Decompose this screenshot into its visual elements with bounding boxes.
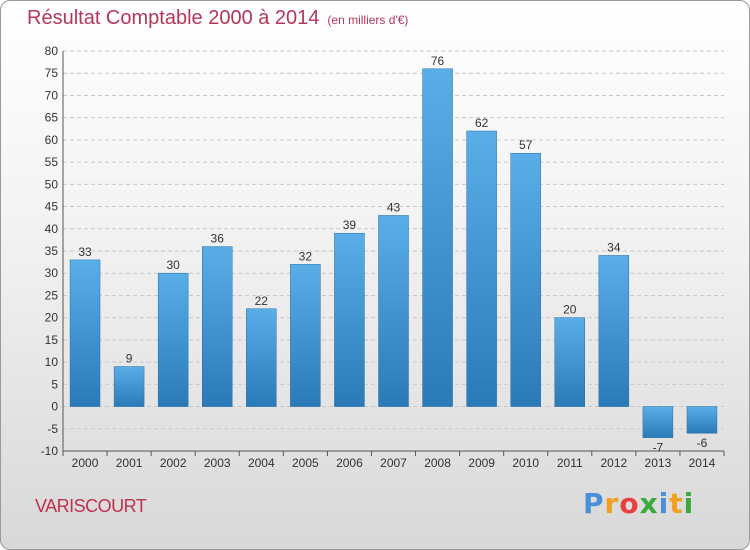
brand-logo[interactable]: Proxiti <box>583 487 694 520</box>
x-tick-label: 2007 <box>380 456 407 470</box>
x-tick-label: 2010 <box>512 456 539 470</box>
bar-2002 <box>157 272 189 407</box>
data-label-2010: 57 <box>519 138 533 152</box>
x-tick-label: 2000 <box>72 456 99 470</box>
data-label-2014: -6 <box>697 436 708 450</box>
bar-2005 <box>290 264 321 407</box>
chart-subtitle: (en milliers d'€) <box>327 13 409 27</box>
y-tick-label: 15 <box>45 333 59 347</box>
data-label-2008: 76 <box>431 54 445 68</box>
y-tick-label: 30 <box>45 266 59 280</box>
y-tick-label: 55 <box>45 155 59 169</box>
data-label-2011: 20 <box>563 303 577 317</box>
chart-title: Résultat Comptable 2000 à 2014 <box>27 7 320 29</box>
x-tick-label: 2004 <box>248 456 275 470</box>
y-tick-label: 50 <box>45 177 59 191</box>
y-tick-label: 60 <box>45 133 59 147</box>
brand-letter: i <box>683 487 695 520</box>
y-tick-label: 80 <box>45 44 59 58</box>
x-tick-label: 2014 <box>689 456 716 470</box>
title-row: Résultat Comptable 2000 à 2014 (en millie… <box>27 7 408 30</box>
y-tick-label: 45 <box>45 200 59 214</box>
x-tick-label: 2012 <box>600 456 627 470</box>
commune-name: VARISCOURT <box>35 496 147 516</box>
bar-2000 <box>69 259 101 407</box>
brand-letter: i <box>658 487 670 520</box>
x-tick-label: 2011 <box>557 456 583 470</box>
data-label-2003: 36 <box>211 232 225 246</box>
x-tick-label: 2005 <box>292 456 319 470</box>
brand-letter: x <box>639 487 659 520</box>
y-tick-label: 40 <box>45 222 59 236</box>
y-tick-label: 20 <box>45 311 59 325</box>
x-tick-label: 2009 <box>468 456 495 470</box>
y-tick-label: 75 <box>45 66 59 80</box>
bar-2010 <box>510 152 541 407</box>
bar-2014 <box>686 406 718 434</box>
bar-2011 <box>554 317 585 407</box>
bar-2013 <box>642 406 674 438</box>
x-tick-label: 2008 <box>424 456 451 470</box>
data-label-2001: 9 <box>126 352 133 366</box>
bar-2008 <box>422 68 453 407</box>
x-tick-label: 2003 <box>204 456 231 470</box>
x-tick-label: 2013 <box>645 456 672 470</box>
y-tick-label: 25 <box>45 288 59 302</box>
brand-letter: t <box>669 487 684 520</box>
x-tick-label: 2006 <box>336 456 363 470</box>
data-label-2002: 30 <box>166 258 180 272</box>
bar-2009 <box>466 130 497 407</box>
brand-letter: r <box>604 487 620 520</box>
y-tick-label: -10 <box>41 444 59 458</box>
x-tick-label: 2001 <box>116 456 143 470</box>
data-label-2004: 22 <box>255 294 269 308</box>
data-label-2013: -7 <box>653 441 664 455</box>
bar-2003 <box>202 246 233 407</box>
data-label-2009: 62 <box>475 116 489 130</box>
data-label-2006: 39 <box>343 218 357 232</box>
brand-letter: o <box>619 487 640 520</box>
bar-2004 <box>246 308 277 407</box>
y-tick-label: 65 <box>45 111 59 125</box>
data-label-2005: 32 <box>299 249 313 263</box>
data-label-2000: 33 <box>78 245 92 259</box>
data-label-2007: 43 <box>387 200 401 214</box>
bar-2007 <box>378 215 409 407</box>
y-tick-label: 0 <box>51 400 58 414</box>
bar-2006 <box>334 232 365 407</box>
y-tick-label: 5 <box>51 377 58 391</box>
y-tick-label: 35 <box>45 244 59 258</box>
y-tick-label: -5 <box>47 422 58 436</box>
bar-2012 <box>598 255 630 407</box>
x-tick-label: 2002 <box>160 456 187 470</box>
data-label-2012: 34 <box>607 240 621 254</box>
y-tick-label: 10 <box>45 355 59 369</box>
bar-2001 <box>113 366 145 407</box>
y-tick-label: 70 <box>45 88 59 102</box>
brand-letter: P <box>583 487 605 520</box>
